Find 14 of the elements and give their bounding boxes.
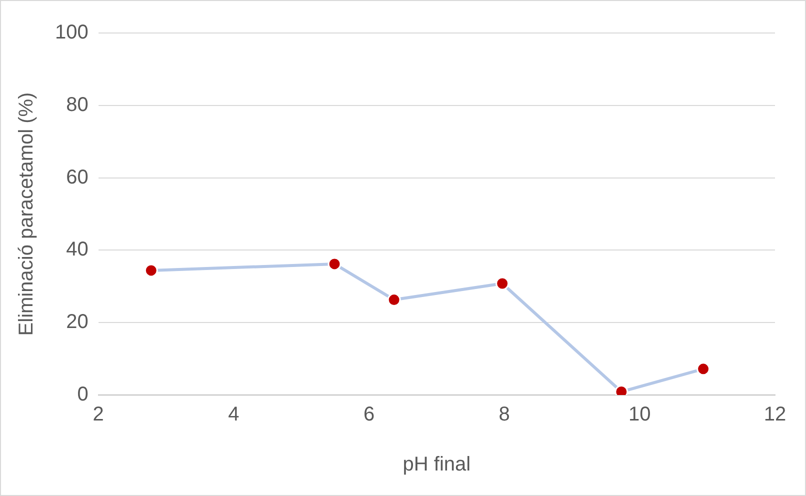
- y-tick-label: 40: [66, 238, 88, 261]
- y-tick-label: 100: [54, 22, 88, 44]
- y-axis-title: Eliminació paracetamol (%): [16, 92, 38, 336]
- x-tick-label: 10: [628, 404, 651, 426]
- y-tick-label: 60: [66, 166, 88, 188]
- x-axis-title: pH final: [402, 454, 471, 476]
- x-tick-label: 12: [764, 404, 786, 426]
- x-tick-label: 6: [363, 404, 375, 426]
- x-tick-label: 4: [228, 404, 240, 426]
- y-tick-label: 20: [66, 311, 88, 334]
- x-tick-label: 8: [498, 404, 510, 426]
- y-tick-label: 80: [66, 94, 88, 116]
- y-tick-label: 0: [77, 384, 88, 406]
- x-tick-label: 2: [92, 404, 104, 426]
